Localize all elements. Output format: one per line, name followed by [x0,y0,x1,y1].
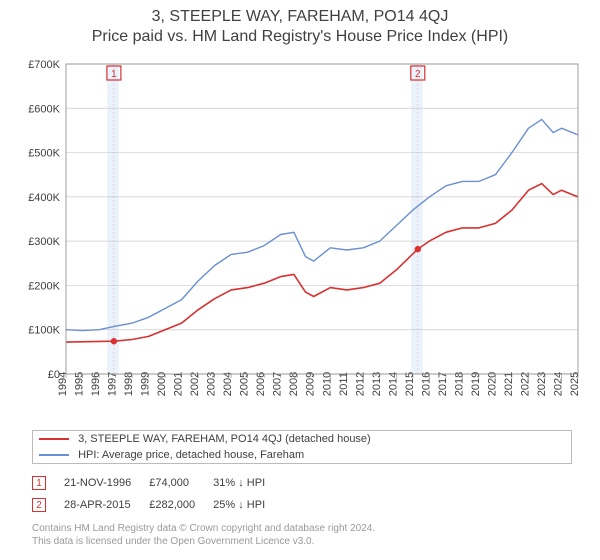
event-price: £74,000 [149,472,213,494]
events-table: 1 21-NOV-1996 £74,000 31% ↓ HPI 2 28-APR… [32,472,283,516]
svg-text:2: 2 [415,69,421,80]
svg-text:2023: 2023 [536,372,548,396]
table-row: 2 28-APR-2015 £282,000 25% ↓ HPI [32,494,283,516]
svg-text:1994: 1994 [57,372,69,396]
svg-text:1999: 1999 [140,372,152,396]
event-marker-icon: 2 [32,498,46,512]
legend-row: HPI: Average price, detached house, Fare… [33,447,572,464]
svg-text:2010: 2010 [321,372,333,396]
svg-text:£100K: £100K [28,325,60,337]
page-title: 3, STEEPLE WAY, FAREHAM, PO14 4QJ [12,8,588,26]
svg-text:2020: 2020 [486,372,498,396]
legend-row: 3, STEEPLE WAY, FAREHAM, PO14 4QJ (detac… [33,431,572,448]
legend-swatch [39,454,69,456]
svg-text:1995: 1995 [74,372,86,396]
svg-text:2017: 2017 [437,372,449,396]
svg-text:2006: 2006 [255,372,267,396]
svg-text:2007: 2007 [272,372,284,396]
event-diff: 25% ↓ HPI [213,494,283,516]
svg-text:£600K: £600K [28,103,60,115]
page-subtitle: Price paid vs. HM Land Registry's House … [12,28,588,46]
svg-text:2016: 2016 [420,372,432,396]
svg-text:2021: 2021 [503,372,515,396]
event-date: 28-APR-2015 [64,494,149,516]
attribution: Contains HM Land Registry data © Crown c… [32,522,588,548]
svg-text:1998: 1998 [123,372,135,396]
event-price: £282,000 [149,494,213,516]
svg-text:1997: 1997 [107,372,119,396]
svg-text:2000: 2000 [156,372,168,396]
table-row: 1 21-NOV-1996 £74,000 31% ↓ HPI [32,472,283,494]
svg-text:2011: 2011 [338,372,350,396]
svg-text:2014: 2014 [387,372,399,396]
svg-text:2022: 2022 [519,372,531,396]
svg-text:2008: 2008 [288,372,300,396]
svg-text:1996: 1996 [90,372,102,396]
svg-text:2001: 2001 [173,372,185,396]
legend: 3, STEEPLE WAY, FAREHAM, PO14 4QJ (detac… [32,430,572,464]
svg-text:£700K: £700K [28,59,60,71]
svg-text:2003: 2003 [206,372,218,396]
svg-text:£400K: £400K [28,192,60,204]
svg-text:2002: 2002 [189,372,201,396]
svg-text:2012: 2012 [354,372,366,396]
svg-text:£500K: £500K [28,148,60,160]
svg-text:2025: 2025 [569,372,581,396]
svg-text:2018: 2018 [453,372,465,396]
svg-text:2004: 2004 [222,372,234,396]
legend-label: HPI: Average price, detached house, Fare… [78,449,304,461]
legend-label: 3, STEEPLE WAY, FAREHAM, PO14 4QJ (detac… [78,433,371,445]
svg-text:2009: 2009 [305,372,317,396]
event-date: 21-NOV-1996 [64,472,149,494]
legend-swatch [39,438,69,440]
attribution-line: This data is licensed under the Open Gov… [32,535,588,548]
svg-text:£200K: £200K [28,280,60,292]
svg-text:1: 1 [111,69,117,80]
svg-text:2013: 2013 [371,372,383,396]
svg-text:2005: 2005 [239,372,251,396]
price-chart: £0£100K£200K£300K£400K£500K£600K£700K199… [12,54,588,424]
event-diff: 31% ↓ HPI [213,472,283,494]
svg-text:£300K: £300K [28,236,60,248]
event-marker-icon: 1 [32,476,46,490]
attribution-line: Contains HM Land Registry data © Crown c… [32,522,588,535]
svg-text:2019: 2019 [470,372,482,396]
svg-text:2024: 2024 [552,372,564,396]
svg-text:2015: 2015 [404,372,416,396]
